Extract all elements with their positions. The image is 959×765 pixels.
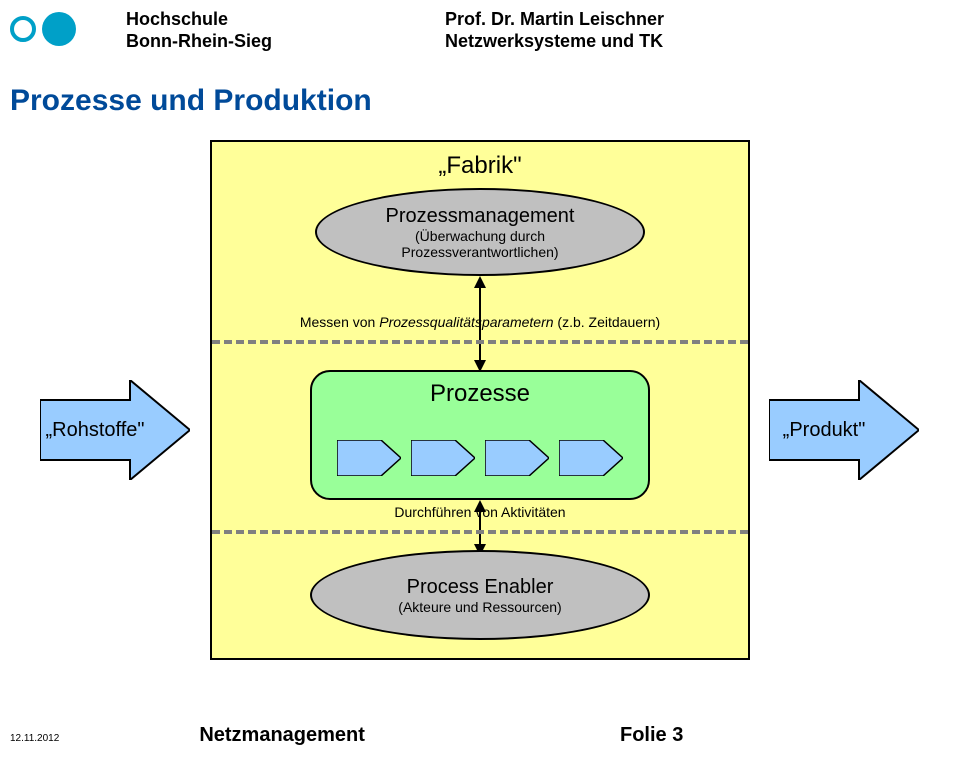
dashed-divider-bottom [212, 530, 748, 534]
process-step-icon [559, 440, 623, 476]
slide-footer: 12.11.2012 Netzmanagement Folie 3 [10, 724, 949, 747]
management-sub1: (Überwachung durch [415, 228, 545, 244]
activity-arrow-icon [470, 500, 490, 556]
slide-header: Hochschule Bonn-Rhein-Sieg Prof. Dr. Mar… [10, 8, 949, 56]
logo-disc-icon [42, 12, 76, 46]
process-step-icon [411, 440, 475, 476]
institution-line1: Hochschule [126, 8, 272, 30]
measure-italic: Prozessqualitätsparametern [379, 314, 553, 330]
management-sub2: Prozessverantwortlichen) [401, 244, 558, 260]
output-arrow: „Produkt" [769, 380, 919, 480]
dashed-divider-top [212, 340, 748, 344]
prof-line2: Netzwerksysteme und TK [445, 30, 664, 52]
input-arrow-label: „Rohstoffe" [45, 419, 144, 441]
input-arrow: „Rohstoffe" [40, 380, 190, 480]
institution-line2: Bonn-Rhein-Sieg [126, 30, 272, 52]
fabrik-title: „Fabrik" [438, 152, 521, 180]
management-ellipse: Prozessmanagement (Überwachung durch Pro… [315, 188, 645, 276]
fabrik-box: „Fabrik" Prozessmanagement (Überwachung … [210, 140, 750, 660]
process-step-arrows [332, 440, 628, 476]
enabler-ellipse: Process Enabler (Akteure und Ressourcen) [310, 550, 650, 640]
institution-name: Hochschule Bonn-Rhein-Sieg [126, 8, 272, 52]
process-step-icon [337, 440, 401, 476]
enabler-title: Process Enabler [407, 576, 554, 599]
measure-label: Messen von Prozessqualitätsparametern (z… [300, 314, 660, 330]
process-step-icon [485, 440, 549, 476]
measure-suffix: (z.b. Zeitdauern) [554, 314, 661, 330]
logo-ring-icon [10, 16, 36, 42]
page-title: Prozesse und Produktion [10, 84, 372, 118]
prof-line1: Prof. Dr. Martin Leischner [445, 8, 664, 30]
output-arrow-label: „Produkt" [783, 419, 866, 441]
processes-title: Prozesse [430, 380, 530, 408]
processes-box: Prozesse [310, 370, 650, 500]
footer-course: Netzmanagement [199, 724, 365, 747]
management-title: Prozessmanagement [386, 205, 575, 228]
measure-prefix: Messen von [300, 314, 379, 330]
footer-page: Folie 3 [620, 724, 683, 747]
footer-date: 12.11.2012 [10, 733, 59, 744]
logo [10, 12, 76, 46]
enabler-sub: (Akteure und Ressourcen) [398, 599, 561, 615]
professor-block: Prof. Dr. Martin Leischner Netzwerksyste… [445, 8, 664, 52]
